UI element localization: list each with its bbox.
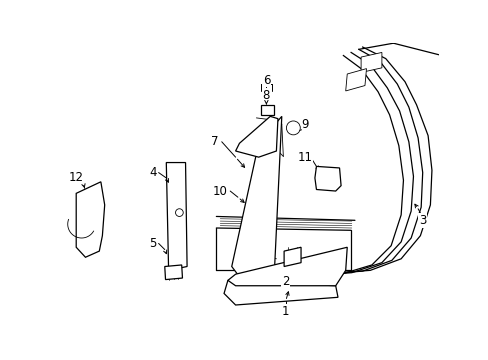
Circle shape	[286, 121, 300, 135]
Polygon shape	[261, 105, 274, 115]
Polygon shape	[224, 280, 337, 305]
Polygon shape	[227, 247, 346, 286]
Polygon shape	[284, 247, 301, 266]
Text: 4: 4	[149, 166, 157, 179]
Text: 7: 7	[211, 135, 218, 148]
Polygon shape	[166, 163, 187, 270]
Text: 5: 5	[149, 237, 157, 250]
Text: 12: 12	[69, 171, 83, 184]
Polygon shape	[231, 116, 281, 282]
Polygon shape	[76, 182, 104, 257]
Text: 1: 1	[281, 305, 289, 318]
Text: 2: 2	[281, 275, 289, 288]
Text: 3: 3	[418, 214, 426, 227]
Text: 6: 6	[262, 74, 269, 87]
Text: 8: 8	[262, 89, 269, 102]
Text: 10: 10	[212, 185, 227, 198]
Polygon shape	[360, 53, 381, 72]
Polygon shape	[164, 265, 182, 280]
Polygon shape	[314, 166, 341, 191]
Circle shape	[175, 209, 183, 216]
Text: 11: 11	[297, 150, 312, 164]
Polygon shape	[345, 69, 366, 91]
Polygon shape	[235, 116, 277, 157]
Text: 9: 9	[301, 118, 308, 131]
